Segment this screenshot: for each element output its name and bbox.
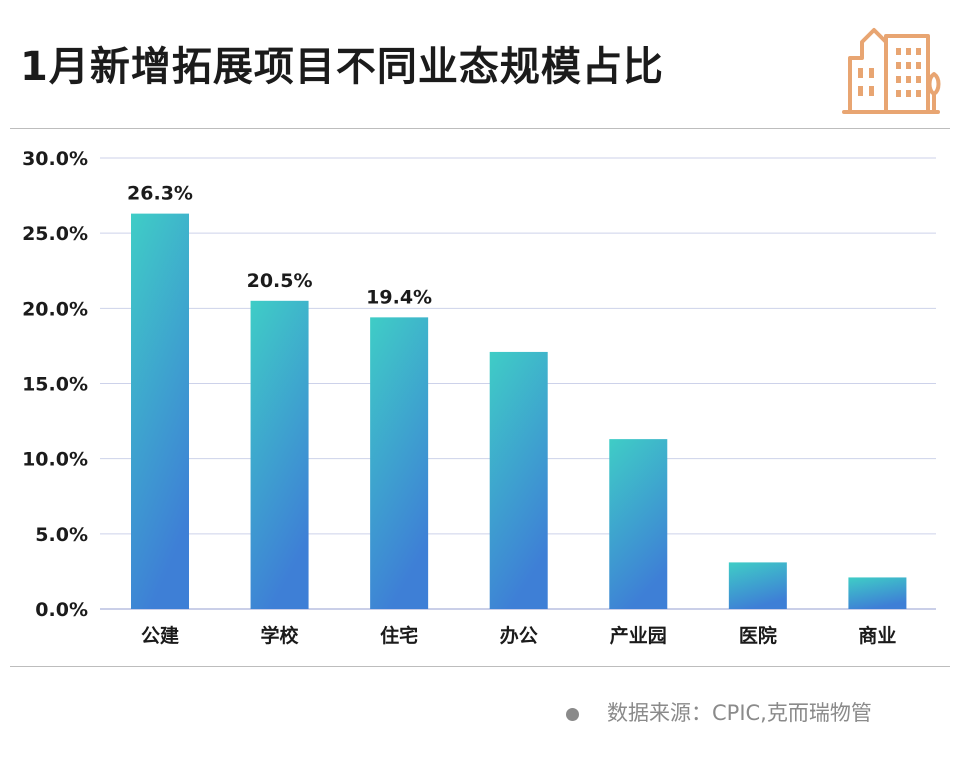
x-tick-label: 商业 xyxy=(858,624,896,647)
gridlines xyxy=(100,157,936,610)
bar xyxy=(370,317,429,609)
data-labels: 26.3% 20.5% 19.4% xyxy=(127,183,432,309)
x-tick-label: 办公 xyxy=(500,624,538,647)
x-tick-label: 公建 xyxy=(141,624,179,647)
y-tick-label: 10.0% xyxy=(22,449,88,471)
data-label: 20.5% xyxy=(247,270,313,292)
x-tick-label: 医院 xyxy=(739,624,777,647)
y-axis-ticks: 0.0% 5.0% 10.0% 15.0% 20.0% 25.0% 30.0% xyxy=(22,148,88,621)
y-tick-label: 0.0% xyxy=(35,599,88,621)
source-note: 数据来源：CPIC,克而瑞物管 xyxy=(566,694,872,730)
title-divider xyxy=(10,128,950,129)
source-text: 数据来源：CPIC,克而瑞物管 xyxy=(607,701,872,725)
building-icon xyxy=(842,28,941,114)
y-tick-label: 20.0% xyxy=(22,298,88,320)
x-tick-label: 产业园 xyxy=(610,624,667,647)
y-tick-label: 25.0% xyxy=(22,223,88,245)
y-tick-label: 5.0% xyxy=(35,524,88,546)
bar xyxy=(609,439,668,609)
footer-divider xyxy=(10,666,950,667)
x-tick-label: 住宅 xyxy=(380,624,418,647)
bars xyxy=(131,213,907,609)
y-tick-label: 15.0% xyxy=(22,374,88,396)
bar-chart: 0.0%5.0%10.0%15.0%20.0%25.0%30.0% 26.3%2… xyxy=(22,148,936,647)
data-label: 19.4% xyxy=(366,286,432,308)
chart-title: 1月新增拓展项目不同业态规模占比 xyxy=(20,44,664,90)
bullet-icon xyxy=(566,707,579,721)
bar xyxy=(728,562,787,609)
bar xyxy=(489,351,548,609)
data-label: 26.3% xyxy=(127,183,193,205)
x-tick-label: 学校 xyxy=(261,624,300,647)
y-tick-label: 30.0% xyxy=(22,148,88,170)
x-axis-ticks: 公建 学校 住宅 办公 产业园 医院 商业 xyxy=(141,624,896,647)
bar xyxy=(250,300,309,609)
bar xyxy=(848,577,907,609)
bar xyxy=(131,213,189,609)
